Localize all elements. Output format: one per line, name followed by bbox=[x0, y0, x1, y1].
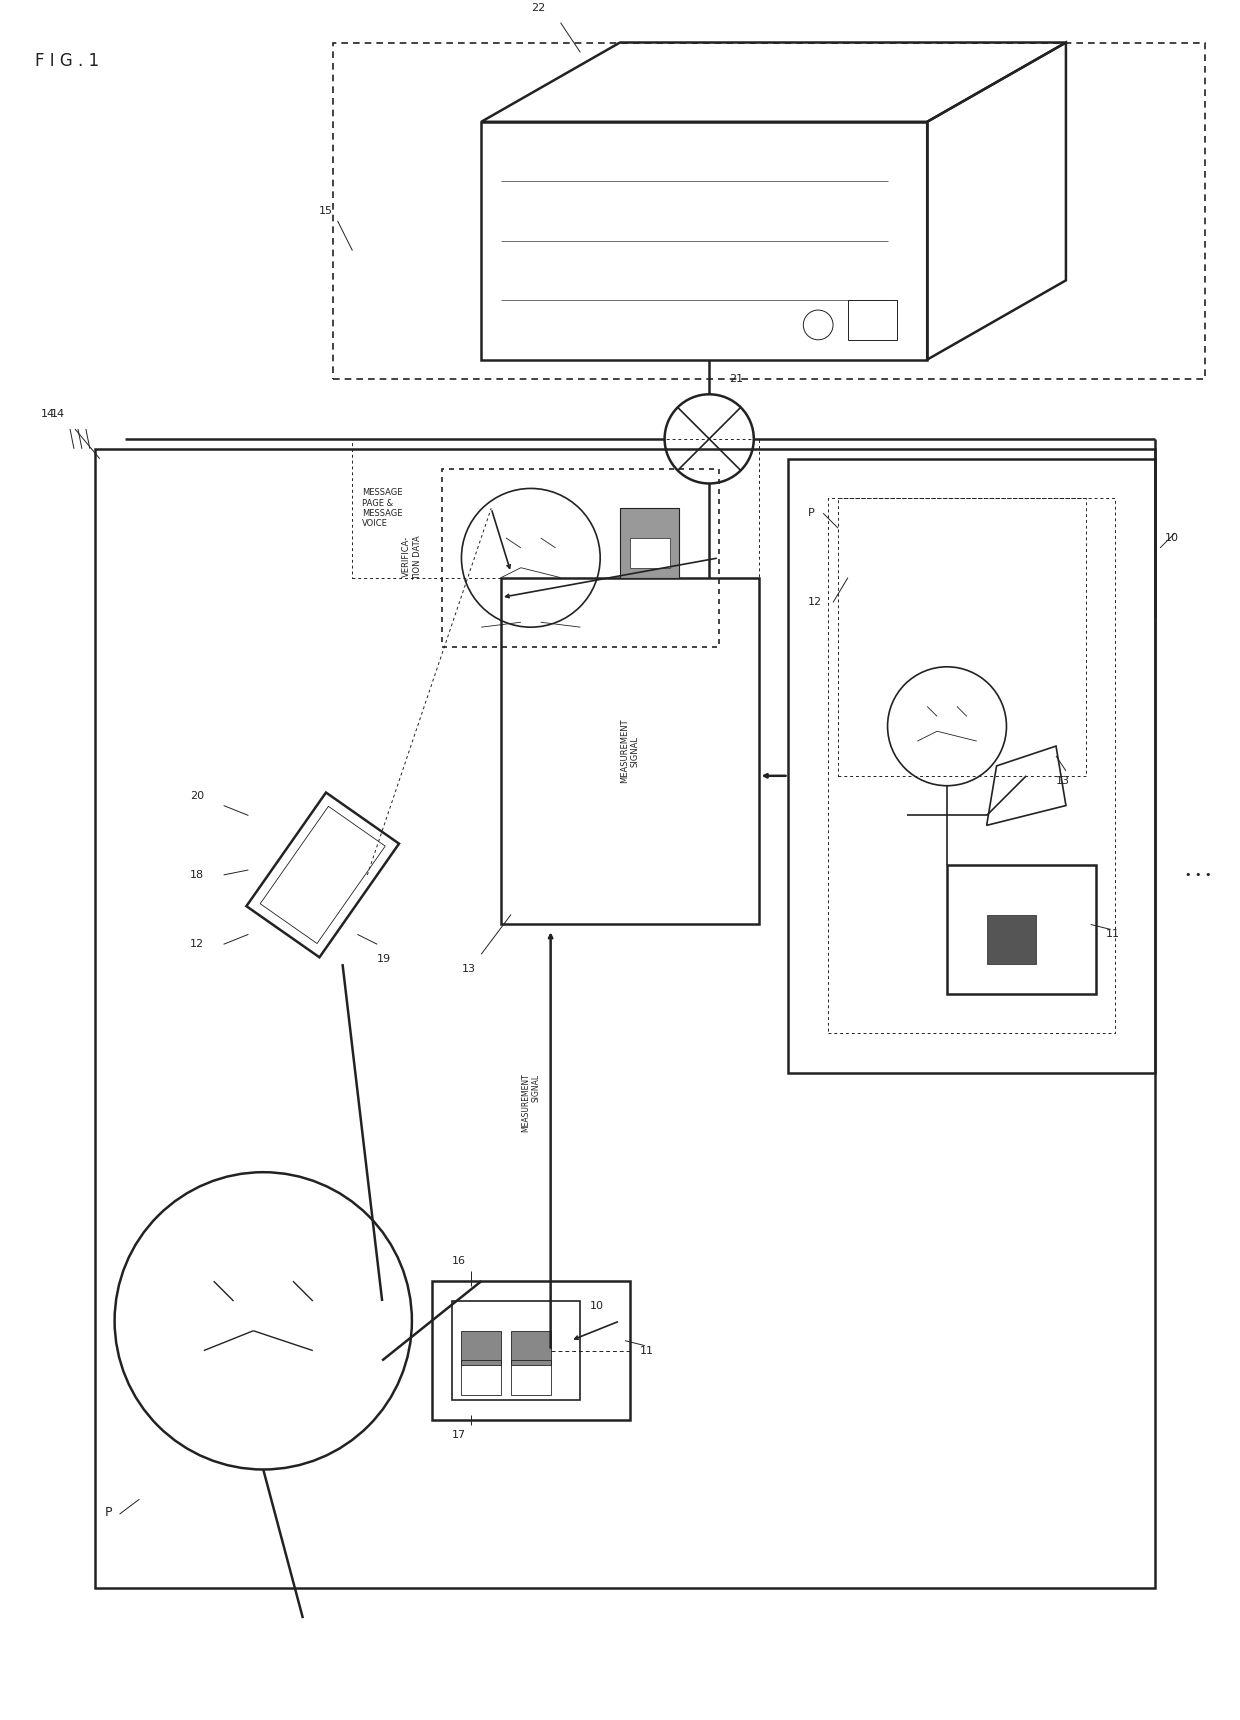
Text: VERIFICA-
TION DATA: VERIFICA- TION DATA bbox=[403, 535, 422, 580]
Text: 13: 13 bbox=[1056, 776, 1070, 786]
Text: 16: 16 bbox=[451, 1256, 465, 1266]
Text: 11: 11 bbox=[640, 1345, 653, 1355]
Bar bbox=[461, 1331, 501, 1366]
Text: MEASUREMENT
SIGNAL: MEASUREMENT SIGNAL bbox=[521, 1073, 541, 1132]
Text: • • •: • • • bbox=[1185, 870, 1211, 881]
Text: MESSAGE
PAGE &
MESSAGE
VOICE: MESSAGE PAGE & MESSAGE VOICE bbox=[362, 488, 403, 528]
Text: 19: 19 bbox=[377, 955, 392, 965]
Bar bbox=[432, 1281, 630, 1421]
Bar bbox=[987, 915, 1037, 965]
Text: 14: 14 bbox=[41, 409, 55, 420]
Text: P: P bbox=[808, 507, 815, 518]
Bar bbox=[630, 538, 670, 568]
Bar bbox=[828, 499, 1116, 1034]
Text: 12: 12 bbox=[190, 939, 203, 949]
Bar bbox=[441, 468, 719, 647]
Text: 10: 10 bbox=[590, 1300, 604, 1311]
Text: 10: 10 bbox=[1166, 533, 1179, 544]
Bar bbox=[511, 1361, 551, 1395]
Text: 22: 22 bbox=[531, 3, 546, 12]
Bar bbox=[838, 499, 1086, 776]
Text: 11: 11 bbox=[1106, 929, 1120, 939]
Text: 18: 18 bbox=[190, 870, 203, 881]
Text: 13: 13 bbox=[461, 965, 475, 974]
Text: 14: 14 bbox=[51, 409, 64, 420]
Bar bbox=[481, 122, 928, 359]
Text: 21: 21 bbox=[729, 375, 743, 384]
Bar bbox=[451, 1300, 580, 1400]
Text: MEASUREMENT
SIGNAL: MEASUREMENT SIGNAL bbox=[620, 719, 640, 783]
Text: 20: 20 bbox=[190, 791, 203, 800]
Text: 12: 12 bbox=[808, 597, 822, 607]
Bar bbox=[848, 301, 898, 341]
Text: 15: 15 bbox=[319, 206, 332, 217]
Bar bbox=[947, 865, 1096, 994]
Bar bbox=[332, 43, 1205, 380]
Bar bbox=[789, 459, 1156, 1073]
Bar bbox=[461, 1361, 501, 1395]
Bar bbox=[501, 578, 759, 924]
Bar bbox=[352, 439, 759, 578]
Bar bbox=[94, 449, 1156, 1588]
Text: 17: 17 bbox=[451, 1429, 466, 1440]
Bar bbox=[511, 1331, 551, 1366]
Bar bbox=[620, 507, 680, 578]
Text: P: P bbox=[104, 1507, 112, 1519]
Text: F I G . 1: F I G . 1 bbox=[35, 52, 99, 71]
